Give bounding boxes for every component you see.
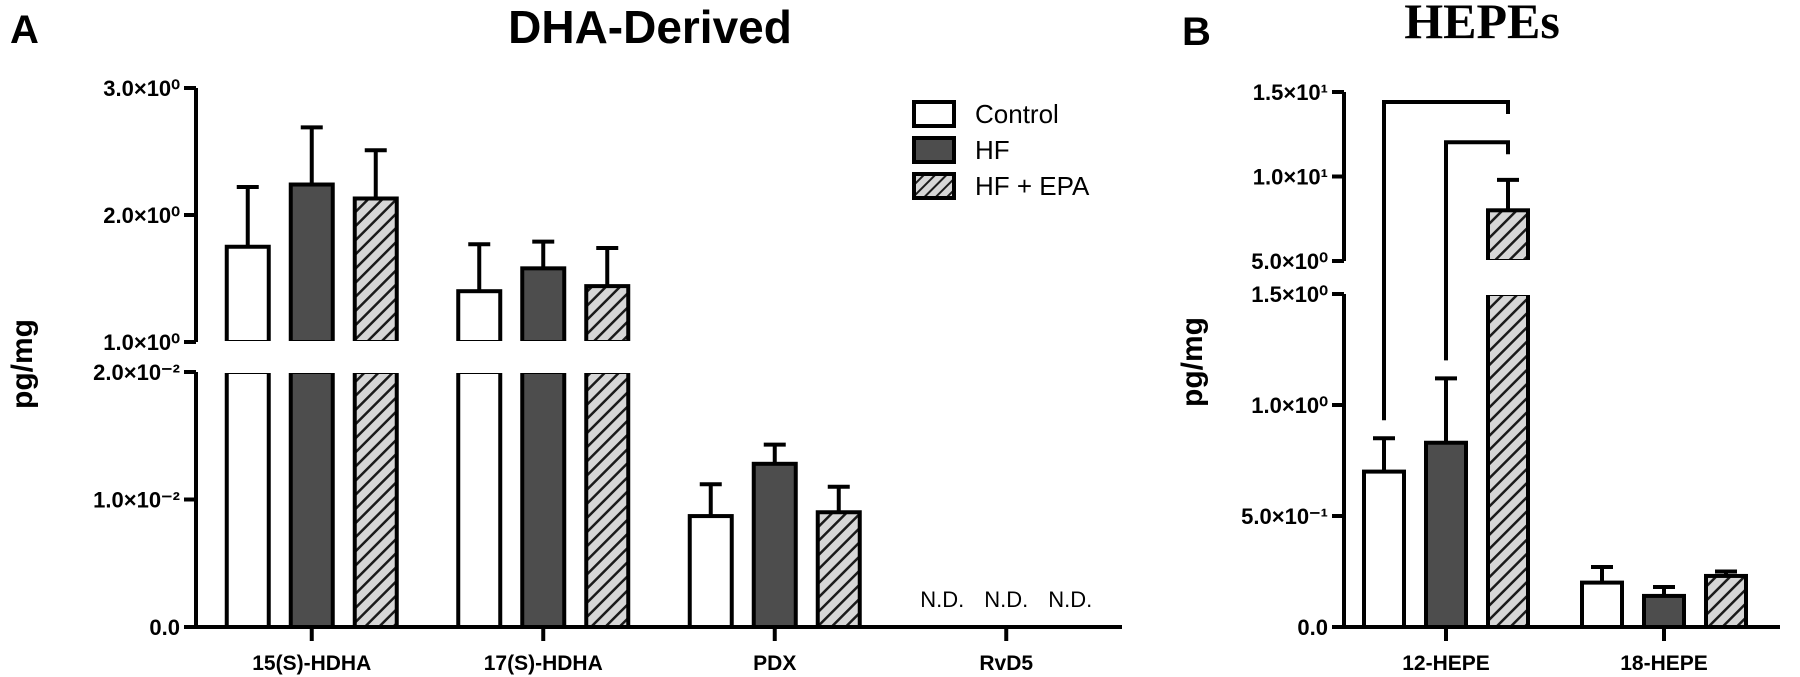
bar-hf-epa-17-s-hdha-lower [584,370,631,629]
panel-a-ylabel: pg/mg [6,319,39,409]
bar-control-17-s-hdha-lower [456,370,503,629]
bar-break-mask [455,369,504,373]
bar-break-mask [351,369,400,373]
bar-hf-12-hepe [1424,440,1468,629]
panel-a-bars: N.D. N.D. N.D. [223,125,1092,630]
x-tick-label-pdx: PDX [753,652,796,675]
x-tick-label-17-s-hdha: 17(S)-HDHA [484,652,603,675]
y-tick-label: 2.0×10⁰ [103,203,180,228]
y-tick-label: 1.0×10¹ [1253,165,1328,190]
significance-bracket [1382,100,1510,421]
bar-control-15-s-hdha-upper [224,244,271,344]
legend-label-control: Control [975,99,1059,129]
nd-label: N.D. [984,587,1028,612]
bar-break-mask [519,341,568,345]
legend: Control HF HF + EPA [912,99,1090,201]
bar-hf-epa-15-s-hdha-lower [352,370,399,629]
y-tick-label: 1.5×10¹ [1253,80,1328,105]
bar-control-12-hepe [1362,469,1406,629]
bar-break-mask [287,369,336,373]
x-tick-label-15-s-hdha: 15(S)-HDHA [252,652,371,675]
bar-hf-17-s-hdha-upper [520,266,567,344]
nd-label: N.D. [1048,587,1092,612]
x-tick-label-12-hepe: 12-HEPE [1402,652,1490,675]
panel-a-axes: 0.0 1.0×10⁻² 2.0×10⁻² 1.0×10⁰ 2.0×10⁰ 3.0×10⁰… [93,76,1122,675]
legend-swatch-hf-epa [912,172,956,200]
bar-control-18-hepe [1580,580,1624,629]
panel-b-letter: B [1182,10,1211,54]
bar-hf-17-s-hdha-lower [520,370,567,629]
y-tick-label: 5.0×10⁰ [1251,249,1328,274]
significance-bracket [1444,140,1510,361]
bar-break-mask [455,341,504,345]
bar-control-17-s-hdha-upper [456,289,503,345]
legend-label-hf-epa: HF + EPA [975,171,1090,201]
bar-hf-epa-12-hepe-lower [1486,292,1530,629]
bar-break-mask [583,369,632,373]
panel-b-title: HEPEs [1404,0,1560,49]
y-tick-label: 1.0×10⁰ [103,330,180,355]
bar-break-mask [583,341,632,345]
panel-b-axes: 0.0 5.0×10⁻¹ 1.0×10⁰ 1.5×10⁰ 5.0×10⁰ 1.0×10¹ 1… [1241,80,1780,675]
y-tick-label: 0.0 [1297,615,1328,640]
bar-hf-epa-12-hepe-upper [1486,208,1530,264]
bar-control-pdx [687,514,734,630]
bar-hf-epa-18-hepe [1704,573,1748,630]
y-tick-label: 0.0 [149,615,180,640]
axis-break-gap [188,344,202,370]
bar-hf-18-hepe [1642,593,1686,629]
panel-b-ylabel: pg/mg [1176,317,1209,407]
panel-a-title: DHA-Derived [508,1,792,53]
nd-label: N.D. [920,587,964,612]
x-tick-label-18-hepe: 18-HEPE [1620,652,1708,675]
bar-break-mask [287,341,336,345]
y-tick-label: 2.0×10⁻² [93,360,180,385]
bar-hf-epa-17-s-hdha-upper [584,284,631,344]
legend-label-hf: HF [975,135,1010,165]
bar-break-mask [351,341,400,345]
legend-swatch-control [912,100,956,128]
bar-hf-15-s-hdha-upper [288,182,335,344]
panel-b-bars [1362,100,1748,630]
bar-break-mask [1485,260,1531,264]
bar-break-mask [1485,291,1531,295]
bar-hf-epa-15-s-hdha-upper [352,196,399,344]
x-tick-label-rvd5: RvD5 [979,652,1033,675]
legend-swatch-hf [912,136,956,164]
y-tick-label: 3.0×10⁰ [103,76,180,101]
bar-hf-pdx [751,461,798,629]
bar-break-mask [223,369,272,373]
bar-hf-epa-pdx [815,510,862,629]
y-tick-label: 1.0×10⁻² [93,488,180,513]
y-tick-label: 1.0×10⁰ [1251,393,1328,418]
bar-break-mask [223,341,272,345]
bar-hf-15-s-hdha-lower [288,370,335,629]
bar-break-mask [519,369,568,373]
y-tick-label: 5.0×10⁻¹ [1241,504,1328,529]
y-tick-label: 1.5×10⁰ [1251,282,1328,307]
panel-a-letter: A [10,8,39,52]
bar-control-15-s-hdha-lower [224,370,271,629]
axis-break-gap [1336,263,1350,292]
